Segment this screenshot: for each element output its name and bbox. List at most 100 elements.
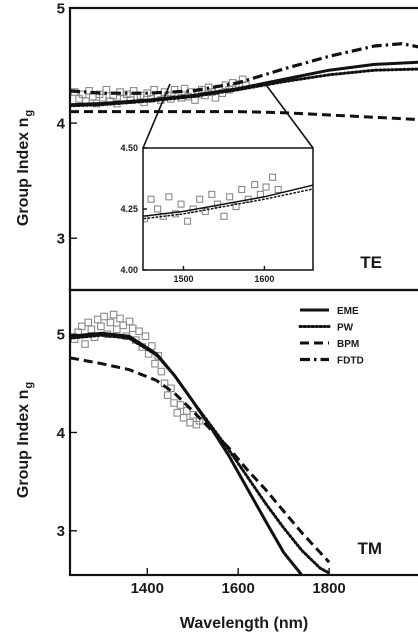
y-tick-label: 4.50: [120, 143, 138, 153]
measured-point: [97, 322, 105, 331]
series-line-bpm: [70, 356, 331, 564]
measured-point: [183, 217, 192, 225]
measured-point: [157, 367, 166, 376]
series-line-pw: [70, 67, 418, 108]
measured-point: [45, 226, 51, 232]
y-axis-label: Group Index ng: [15, 382, 35, 498]
measured-point: [176, 401, 185, 409]
mode-label-tm: TM: [357, 539, 382, 558]
mode-label-te: TE: [360, 253, 382, 272]
legend: EME PW BPM FDTD: [298, 306, 364, 366]
measured-point: [106, 216, 112, 222]
measured-point: [100, 312, 108, 321]
measured-point: [93, 315, 102, 324]
series-line-eme: [70, 60, 418, 107]
measured-point: [147, 195, 155, 203]
y-tick-label: 5: [57, 0, 65, 17]
measured-point: [238, 185, 246, 194]
y-tick-label: 5: [57, 326, 65, 343]
measured-point: [78, 322, 86, 331]
series-line-bpm: [70, 110, 418, 122]
series-line-eme: [143, 184, 313, 218]
measured-point: [81, 340, 89, 348]
measured-point: [128, 324, 137, 333]
measured-point: [208, 190, 216, 198]
measured-point: [82, 213, 88, 219]
measured-point: [124, 218, 130, 224]
measured-point: [177, 200, 185, 208]
measured-point: [119, 321, 127, 330]
measured-point: [57, 216, 63, 222]
measured-point: [9, 226, 15, 232]
measured-point: [262, 183, 270, 191]
y-tick-label: 4: [57, 425, 66, 442]
legend-label-pw: PW: [337, 322, 354, 333]
zoom-connector-left: [142, 83, 171, 149]
measured-point: [268, 173, 277, 181]
measured-point: [171, 210, 179, 218]
x-tick-label: 1800: [312, 580, 345, 597]
series-lines: [70, 42, 418, 122]
series-lines: [143, 184, 313, 220]
measured-point: [100, 204, 106, 210]
measured-point: [2, 211, 8, 217]
measured-point: [151, 359, 159, 368]
measured-point: [109, 310, 118, 319]
x-tick-label: 1600: [221, 580, 254, 597]
series-line-pw: [70, 333, 331, 575]
legend-label-bpm: BPM: [337, 339, 359, 350]
inset-panel: 4.00 4.25 4.50 1500 1600: [0, 83, 314, 284]
measured-point: [98, 93, 107, 102]
y-axis-label: Group Index ng: [15, 110, 35, 226]
measured-point: [196, 195, 204, 203]
measured-point: [170, 399, 178, 407]
measured-point: [0, 199, 2, 205]
series-line-fdtd: [70, 42, 418, 95]
measured-point: [87, 208, 93, 214]
measured-point: [125, 317, 134, 326]
measured-point: [94, 223, 100, 229]
y-tick-label: 4.25: [120, 204, 138, 214]
y-tick-label: 3: [57, 230, 65, 247]
y-tick-label: 4: [57, 115, 66, 132]
measured-point: [106, 318, 115, 327]
zoom-connector-right: [264, 83, 314, 149]
plot-frame: [68, 288, 418, 577]
x-tick-label: 1400: [131, 580, 164, 597]
measured-point: [116, 314, 124, 323]
measured-point: [201, 207, 209, 215]
y-tick-label: 3: [57, 523, 65, 540]
measured-point: [183, 407, 191, 415]
measured-point: [112, 196, 118, 202]
bottom-panel-tm: 3 4 5 1400 1600 1800 Group Index ng Wavelength …: [15, 288, 418, 632]
measured-point: [39, 208, 45, 214]
measured-point: [87, 325, 96, 334]
series-line-pw: [143, 188, 313, 220]
measured-point: [186, 418, 194, 427]
legend-label-fdtd: FDTD: [337, 355, 364, 366]
measured-point: [51, 201, 57, 207]
measured-point: [141, 332, 150, 340]
x-tick-label: 1600: [254, 274, 274, 284]
measured-point: [165, 193, 173, 201]
measured-points: [70, 310, 204, 429]
x-axis-label: Wavelength (nm): [180, 615, 308, 632]
legend-label-eme: EME: [337, 306, 359, 317]
series-lines: [70, 331, 331, 575]
inset-background: [143, 148, 313, 270]
measured-point: [232, 203, 240, 211]
measured-point: [173, 409, 182, 417]
measured-point: [226, 193, 234, 201]
y-tick-label: 4.00: [120, 265, 138, 275]
measured-point: [274, 185, 282, 194]
measured-point: [75, 199, 81, 205]
measured-point: [63, 206, 69, 212]
measured-point: [163, 391, 172, 399]
measured-point: [113, 325, 121, 334]
measured-point: [179, 413, 188, 422]
measured-point: [154, 205, 162, 213]
measured-point: [135, 327, 143, 336]
measured-point: [84, 318, 92, 327]
x-tick-label: 1500: [173, 274, 193, 284]
